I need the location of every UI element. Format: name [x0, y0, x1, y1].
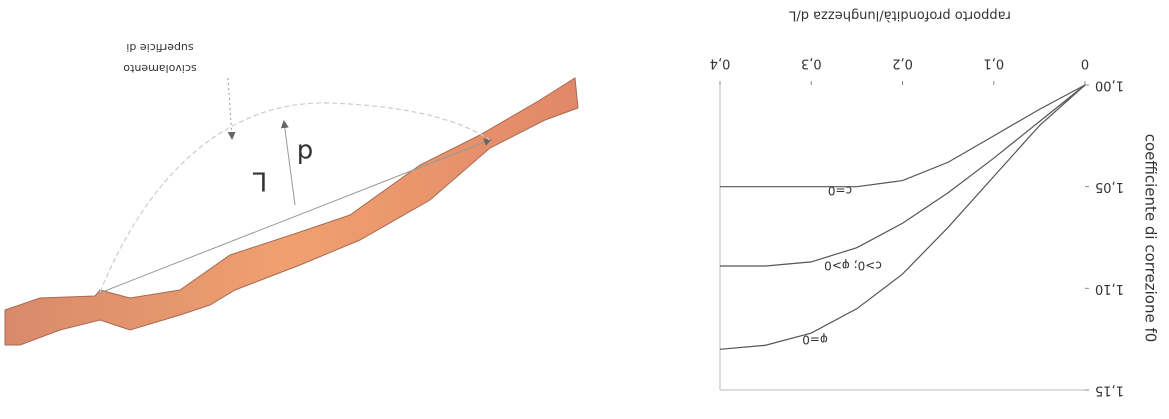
- slope-diagram: L d superficie di scivolamento: [5, 41, 578, 345]
- x-tick-label: 0,4: [710, 56, 731, 71]
- leader-line: [228, 78, 232, 138]
- x-tick-label: 0,2: [892, 56, 913, 71]
- y-tick-label: 1,10: [1095, 281, 1124, 296]
- y-tick-label: 1,00: [1095, 78, 1124, 93]
- depth-arrow: [284, 122, 295, 205]
- y-tick-label: 1,05: [1095, 179, 1124, 194]
- chart: rapporto profondità/lunghezza d/L coeffi…: [710, 8, 1160, 398]
- soil: [5, 78, 578, 345]
- curve-label: c>0; φ>0: [824, 259, 882, 273]
- curve: [720, 85, 1085, 266]
- curve-label: φ=0: [802, 333, 828, 347]
- chord-line: [97, 140, 490, 294]
- surface-label: scivolamento: [123, 62, 197, 75]
- figure: rapporto profondità/lunghezza d/L coeffi…: [0, 0, 1169, 419]
- length-label: L: [252, 166, 267, 196]
- curve-label: c=0: [828, 184, 852, 198]
- y-tick-label: 1,15: [1095, 383, 1124, 398]
- x-axis-label: rapporto profondità/lunghezza d/L: [788, 8, 1011, 23]
- surface-label: superficie di: [126, 41, 193, 54]
- y-axis-label: coefficiente di correzione f0: [1142, 134, 1160, 343]
- x-tick-label: 0,1: [983, 56, 1004, 71]
- curve: [720, 85, 1085, 349]
- x-tick-label: 0: [1081, 56, 1089, 71]
- depth-label: d: [297, 138, 314, 168]
- x-tick-label: 0,3: [801, 56, 822, 71]
